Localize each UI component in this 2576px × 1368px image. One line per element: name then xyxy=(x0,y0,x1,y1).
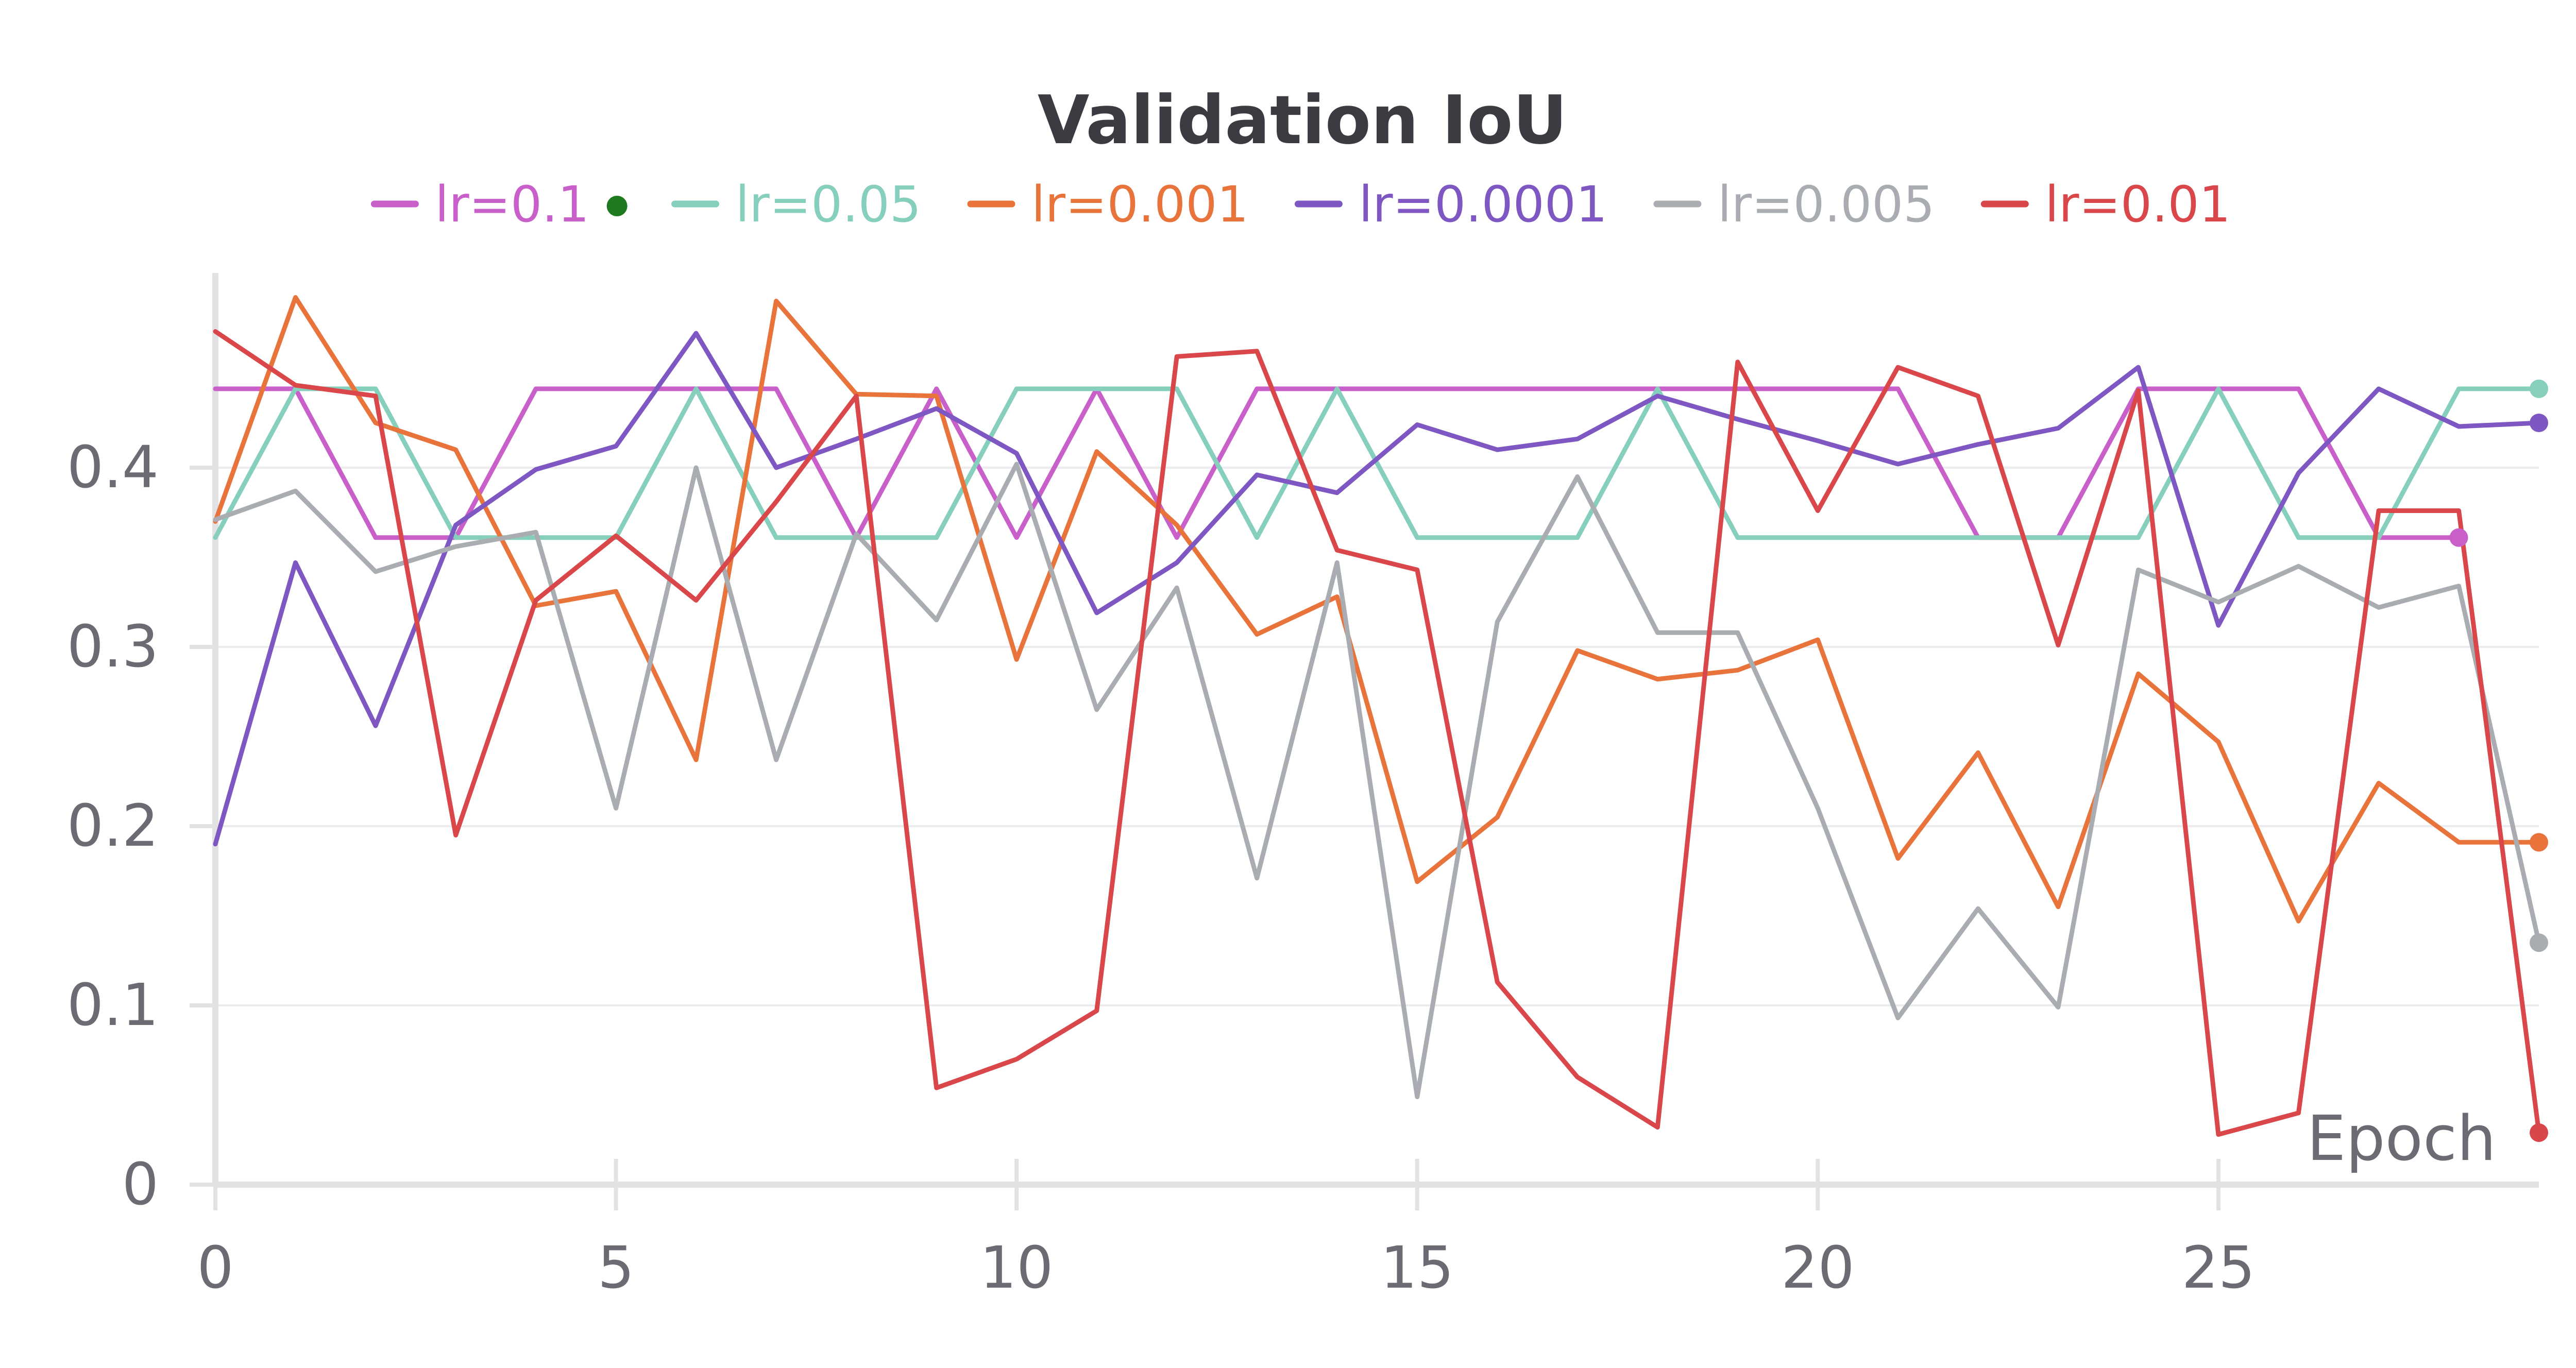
y-tick-label-0-2: 0.2 xyxy=(67,793,159,860)
x-tick-label-5: 5 xyxy=(598,1235,634,1302)
legend-label: lr=0.0001 xyxy=(1359,176,1607,233)
series-line-lr-0-01 xyxy=(213,329,2541,1137)
x-tick-label-10: 10 xyxy=(980,1235,1054,1302)
series-lines xyxy=(213,295,2541,1137)
x-tick-label-0: 0 xyxy=(197,1235,233,1302)
y-tick-label-0-4: 0.4 xyxy=(67,434,159,501)
chart-title: Validation IoU xyxy=(1038,81,1567,159)
end-point-lr-0-005 xyxy=(2530,933,2548,952)
end-point-lr-0-1 xyxy=(2449,528,2468,547)
legend-item-lr-0-1[interactable]: lr=0.1 xyxy=(370,176,628,233)
axes: 0 0.1 0.2 0.3 0.4 0 5 10 15 20 25 xyxy=(67,273,2539,1302)
y-tick-label-0-1: 0.1 xyxy=(67,972,159,1039)
legend-item-lr-0-001[interactable]: lr=0.001 xyxy=(967,176,1248,233)
series-line-lr-0-0001 xyxy=(213,331,2541,847)
legend-item-lr-0-01[interactable]: lr=0.01 xyxy=(1980,176,2231,233)
legend: lr=0.1 lr=0.05 lr=0.001 lr=0.0001 lr=0.005 lr… xyxy=(370,176,2231,233)
legend-label: lr=0.05 xyxy=(736,176,921,233)
x-tick-label-20: 20 xyxy=(1781,1235,1855,1302)
end-markers xyxy=(2449,379,2548,1142)
legend-item-lr-0-05[interactable]: lr=0.05 xyxy=(671,176,921,233)
end-point-lr-0-05 xyxy=(2530,379,2548,398)
legend-item-lr-0-0001[interactable]: lr=0.0001 xyxy=(1294,176,1607,233)
legend-label: lr=0.005 xyxy=(1718,176,1935,233)
legend-item-lr-0-005[interactable]: lr=0.005 xyxy=(1653,176,1935,233)
y-tick-label-0: 0 xyxy=(122,1151,159,1218)
series-line-lr-0-001 xyxy=(213,295,2541,924)
legend-label: lr=0.01 xyxy=(2045,176,2230,233)
x-tick-label-15: 15 xyxy=(1381,1235,1454,1302)
series-line-lr-0-005 xyxy=(213,461,2541,1099)
x-axis-label: Epoch xyxy=(2307,1103,2496,1175)
x-tick-label-25: 25 xyxy=(2182,1235,2256,1302)
legend-label: lr=0.001 xyxy=(1031,176,1248,233)
end-point-lr-0-0001 xyxy=(2530,414,2548,432)
active-indicator-dot xyxy=(606,196,628,216)
end-point-lr-0-001 xyxy=(2530,833,2548,852)
y-tick-label-0-3: 0.3 xyxy=(67,613,159,680)
end-point-lr-0-01 xyxy=(2530,1123,2548,1142)
legend-label: lr=0.1 xyxy=(435,176,589,233)
